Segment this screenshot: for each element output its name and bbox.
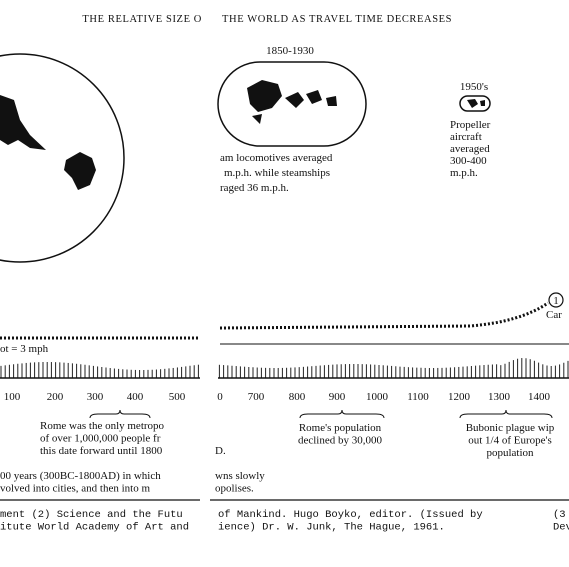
axis-label: 200 — [47, 391, 64, 403]
note-text: ience) Dr. W. Junk, The Hague, 1961. — [218, 522, 445, 534]
note-text: of Mankind. Hugo Boyko, editor. (Issued … — [218, 509, 483, 521]
axis-label: 400 — [127, 391, 144, 403]
axis-label: 1400 — [528, 391, 551, 403]
axis-label: 700 — [248, 391, 265, 403]
marker — [548, 292, 564, 308]
marker-caption: Car — [546, 309, 562, 321]
note-text: (3 — [553, 509, 566, 521]
note-text: volved into cities, and then into m — [0, 483, 150, 495]
era-label: 1950's — [460, 81, 488, 93]
axis-label: 100 — [4, 391, 21, 403]
title: THE RELATIVE SIZE O — [82, 14, 202, 25]
axis-label: 1100 — [407, 391, 429, 403]
brace — [459, 409, 553, 419]
title: THE WORLD AS TRAVEL TIME DECREASES — [222, 14, 452, 25]
landmass — [247, 80, 337, 124]
axis-label: 900 — [329, 391, 346, 403]
marker-label: 1 — [553, 295, 559, 307]
axis-label: 1300 — [488, 391, 511, 403]
landmass — [467, 99, 485, 108]
note-text: this date forward until 1800 — [40, 445, 163, 457]
axis-label: 0 — [217, 391, 223, 403]
brace — [89, 409, 151, 419]
note-text: opolises. — [215, 483, 254, 495]
note-text: ment (2) Science and the Futu — [0, 509, 183, 521]
landmass — [64, 152, 96, 190]
speed-label: ot = 3 mph — [0, 343, 49, 355]
note-text: Rome was the only metropo — [40, 420, 165, 432]
axis-label: 1000 — [366, 391, 389, 403]
note-text: Dev — [553, 522, 569, 534]
landmass — [0, 95, 46, 150]
globe — [0, 53, 125, 263]
note-text: Rome's population — [299, 422, 382, 434]
axis-label: 800 — [289, 391, 306, 403]
axis-label: 500 — [169, 391, 186, 403]
population-bars — [0, 358, 569, 378]
note-text: out 1/4 of Europe's — [468, 435, 552, 447]
era-text: aircraft — [450, 131, 482, 143]
era-text: am locomotives averaged — [220, 152, 333, 164]
globe-icon — [459, 95, 491, 112]
note-text: 00 years (300BC-1800AD) in which — [0, 470, 161, 482]
era-label: 1850-1930 — [266, 45, 314, 57]
axis-label: 300 — [87, 391, 104, 403]
brace — [299, 409, 385, 419]
note-text: D. — [215, 445, 226, 457]
era-text: m.p.h. — [450, 167, 478, 179]
era-text: raged 36 m.p.h. — [220, 182, 289, 194]
note-text: declined by 30,000 — [298, 435, 383, 447]
note-text: population — [486, 447, 534, 459]
note-text: of over 1,000,000 people fr — [40, 433, 161, 445]
note-text: wns slowly — [215, 470, 265, 482]
era-text: averaged — [450, 143, 490, 155]
note-text: itute World Academy of Art and — [0, 522, 189, 534]
note-text: Bubonic plague wip — [466, 422, 555, 434]
era-text: Propeller — [450, 119, 491, 131]
era-text: m.p.h. while steamships — [224, 167, 330, 179]
axis-label: 1200 — [448, 391, 471, 403]
globe-oval — [217, 61, 367, 147]
era-text: 300-400 — [450, 155, 487, 167]
